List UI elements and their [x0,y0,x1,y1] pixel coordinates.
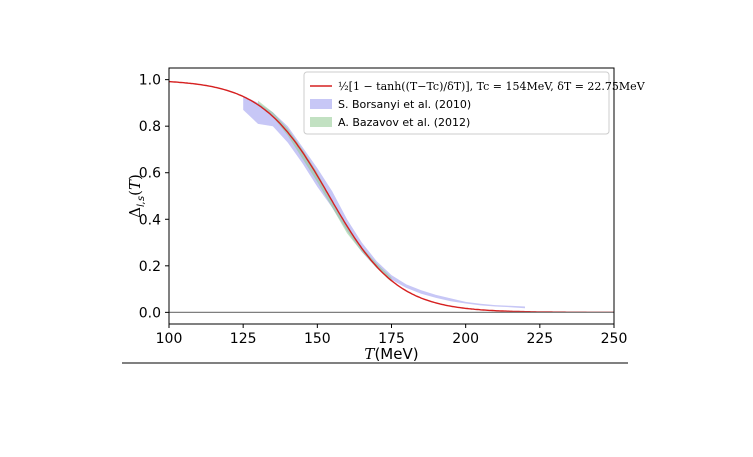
y-axis-label: Δl,s(T) [126,174,147,218]
legend-label: S. Borsanyi et al. (2010) [338,98,471,111]
band-series-1 [243,95,525,309]
x-tick-label: 150 [304,331,331,347]
x-tick-label: 250 [601,331,628,347]
x-tick-label: 175 [378,331,405,347]
y-tick-label: 0.8 [139,119,161,135]
legend: ½[1 − tanh((T−Tc)/δT)], Tc = 154MeV, δT … [303,71,646,135]
x-tick-label: 200 [452,331,479,347]
legend-patch-swatch [310,99,332,109]
band-series-2 [258,100,392,283]
x-axis-label: T(MeV) [364,345,418,363]
y-tick-label: 1.0 [139,73,161,89]
legend-box [303,71,610,135]
y-tick-label: 0.0 [139,305,161,321]
legend-label: A. Bazavov et al. (2012) [338,116,470,129]
legend-patch-swatch [310,117,332,127]
y-tick-label: 0.4 [139,212,161,228]
x-axis: 100 125 150 175 200 225 250 [156,324,628,347]
y-axis: 0.0 0.2 0.4 0.6 0.8 1.0 [139,73,169,321]
legend-label: ½[1 − tanh((T−Tc)/δT)], Tc = 154MeV, δT … [338,80,646,93]
x-tick-label: 225 [526,331,553,347]
y-tick-label: 0.2 [139,259,161,275]
band-layer [243,95,525,309]
y-tick-label: 0.6 [139,166,161,182]
x-tick-label: 125 [230,331,257,347]
x-tick-label: 100 [156,331,183,347]
